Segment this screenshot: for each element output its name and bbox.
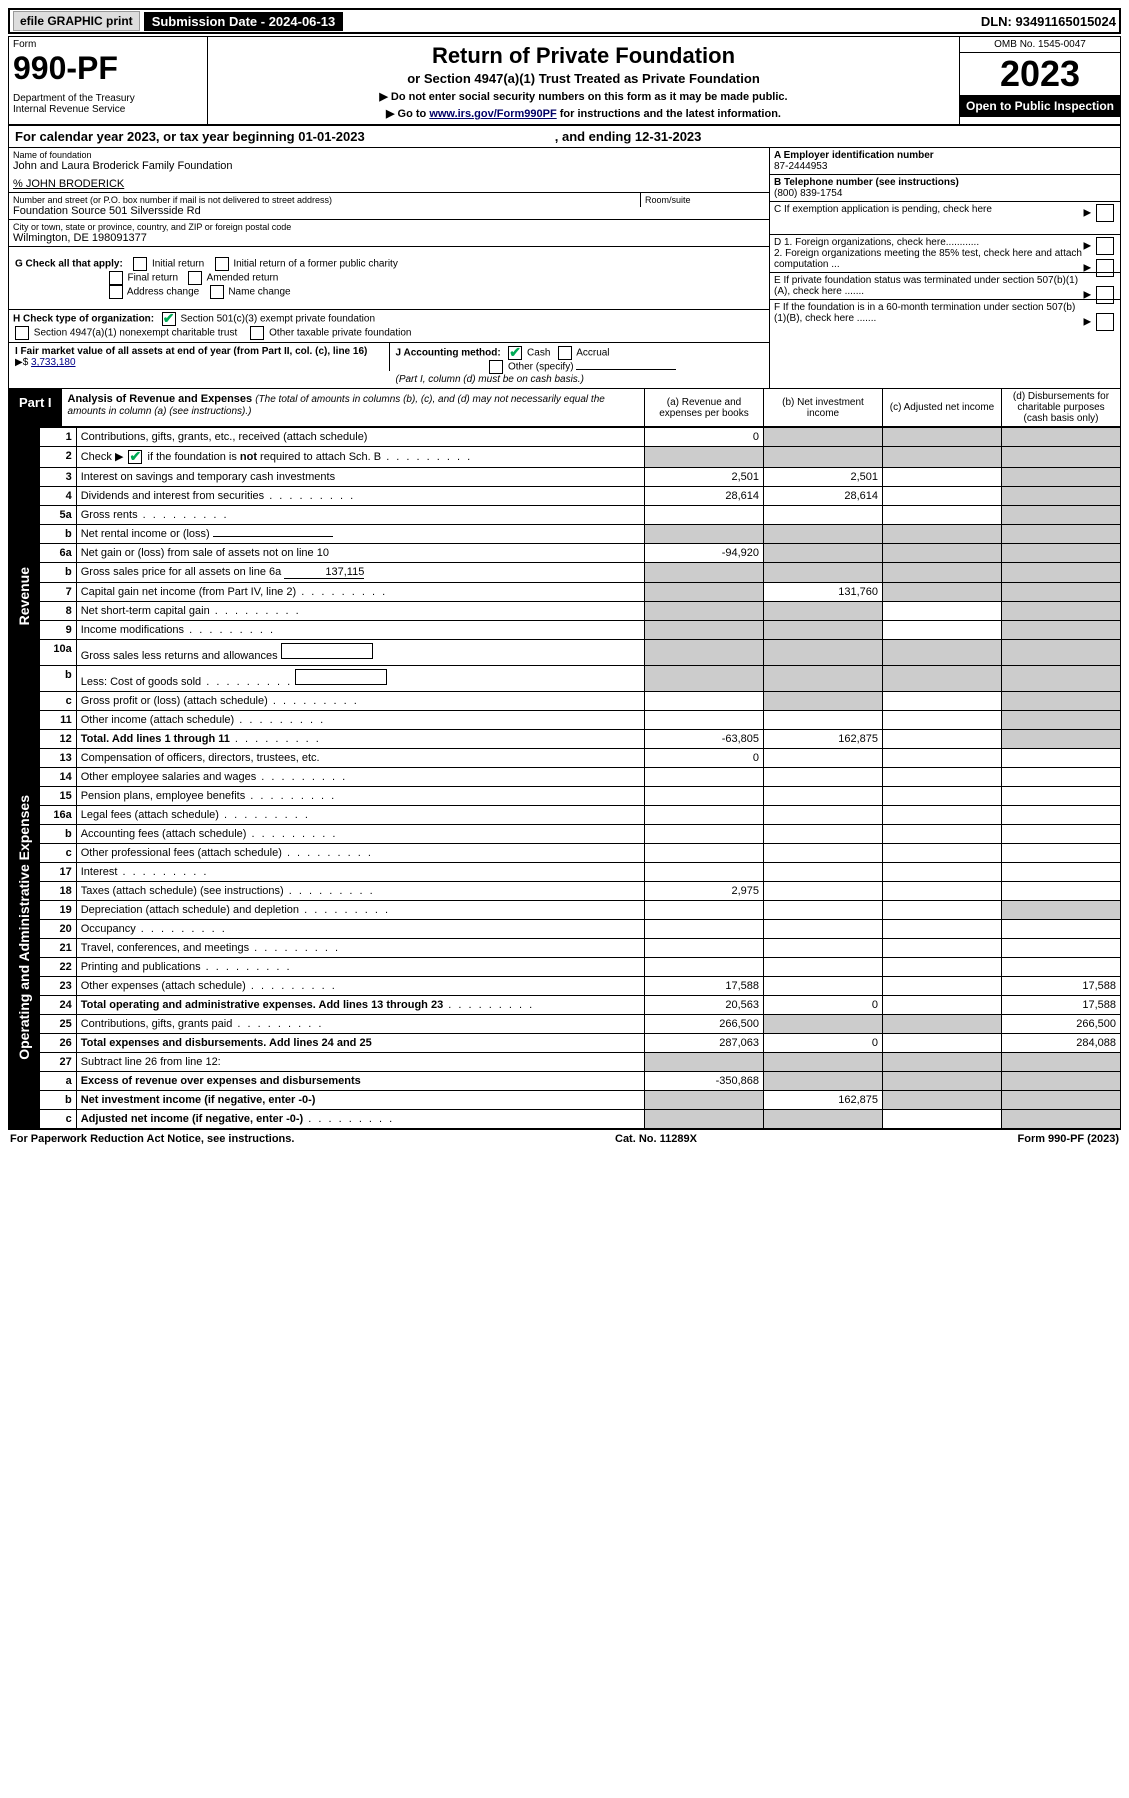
addr-label: Number and street (or P.O. box number if… [13,195,636,205]
cb-name-change[interactable] [210,285,224,299]
address: Foundation Source 501 Silversside Rd [13,205,636,217]
cb-d1[interactable] [1096,237,1114,255]
cb-other-acct[interactable] [489,360,503,374]
top-bar: efile GRAPHIC print Submission Date - 20… [8,8,1121,34]
part1-header: Part I Analysis of Revenue and Expenses … [8,389,1121,427]
name-label: Name of foundation [13,150,765,160]
irs-link[interactable]: www.irs.gov/Form990PF [429,108,556,120]
revenue-side-label: Revenue [9,428,40,768]
cb-4947[interactable] [15,326,29,340]
room-label: Room/suite [645,195,765,205]
dln: DLN: 93491165015024 [981,14,1116,29]
cb-f[interactable] [1096,313,1114,331]
cb-c[interactable] [1096,204,1114,222]
b-label: B Telephone number (see instructions) [774,177,959,188]
part1-table: Revenue 1Contributions, gifts, grants, e… [8,427,1121,1129]
form-number: 990-PF [13,50,203,87]
form-ref: Form 990-PF (2023) [1018,1133,1119,1145]
omb: OMB No. 1545-0047 [960,37,1120,53]
phone: (800) 839-1754 [774,188,842,199]
part1-label: Part I [9,389,62,426]
cat-no: Cat. No. 11289X [615,1133,697,1145]
d2-label: 2. Foreign organizations meeting the 85%… [774,248,1082,270]
col-b-header: (b) Net investment income [763,389,882,426]
col-a-header: (a) Revenue and expenses per books [644,389,763,426]
form-title: Return of Private Foundation [212,43,955,69]
form-label: Form [13,39,203,50]
e-label: E If private foundation status was termi… [774,275,1078,297]
department: Department of the Treasury Internal Reve… [13,93,203,115]
cb-accrual[interactable] [558,346,572,360]
h-label: H Check type of organization: [13,314,154,325]
submission-date: Submission Date - 2024-06-13 [144,12,344,31]
i-label: I Fair market value of all assets at end… [15,346,367,357]
calendar-year-row: For calendar year 2023, or tax year begi… [8,124,1121,147]
cb-other-tax[interactable] [250,326,264,340]
cb-cash[interactable] [508,346,522,360]
pra-notice: For Paperwork Reduction Act Notice, see … [10,1133,294,1145]
open-public: Open to Public Inspection [960,95,1120,117]
f-label: F If the foundation is in a 60-month ter… [774,302,1075,324]
form-subtitle: or Section 4947(a)(1) Trust Treated as P… [212,71,955,86]
note-ssn: ▶ Do not enter social security numbers o… [212,90,955,103]
cb-schb[interactable] [128,450,142,464]
col-d-header: (d) Disbursements for charitable purpose… [1001,389,1120,426]
city-label: City or town, state or province, country… [13,222,765,232]
col-c-header: (c) Adjusted net income [882,389,1001,426]
fmv-link[interactable]: 3,733,180 [31,357,76,368]
c-label: C If exemption application is pending, c… [774,204,992,215]
cb-501c3[interactable] [162,312,176,326]
ein: 87-2444953 [774,161,827,172]
cb-final[interactable] [109,271,123,285]
cb-initial-former[interactable] [215,257,229,271]
cb-initial[interactable] [133,257,147,271]
care-of: % JOHN BRODERICK [13,178,765,190]
g-label: G Check all that apply: [15,259,123,270]
note-link: ▶ Go to www.irs.gov/Form990PF for instru… [212,107,955,120]
tax-year: 2023 [960,53,1120,95]
j-note: (Part I, column (d) must be on cash basi… [396,374,584,385]
expenses-side-label: Operating and Administrative Expenses [9,768,40,1091]
form-header: Form 990-PF Department of the Treasury I… [8,36,1121,124]
efile-btn[interactable]: efile GRAPHIC print [13,11,140,31]
footer: For Paperwork Reduction Act Notice, see … [8,1129,1121,1148]
city: Wilmington, DE 198091377 [13,232,765,244]
foundation-name: John and Laura Broderick Family Foundati… [13,160,765,172]
part1-title: Analysis of Revenue and Expenses [68,393,253,405]
d1-label: D 1. Foreign organizations, check here..… [774,237,979,248]
cb-addr-change[interactable] [109,285,123,299]
entity-info: Name of foundation John and Laura Broder… [8,147,1121,389]
j-label: J Accounting method: [396,348,501,359]
a-label: A Employer identification number [774,150,934,161]
cb-amended[interactable] [188,271,202,285]
